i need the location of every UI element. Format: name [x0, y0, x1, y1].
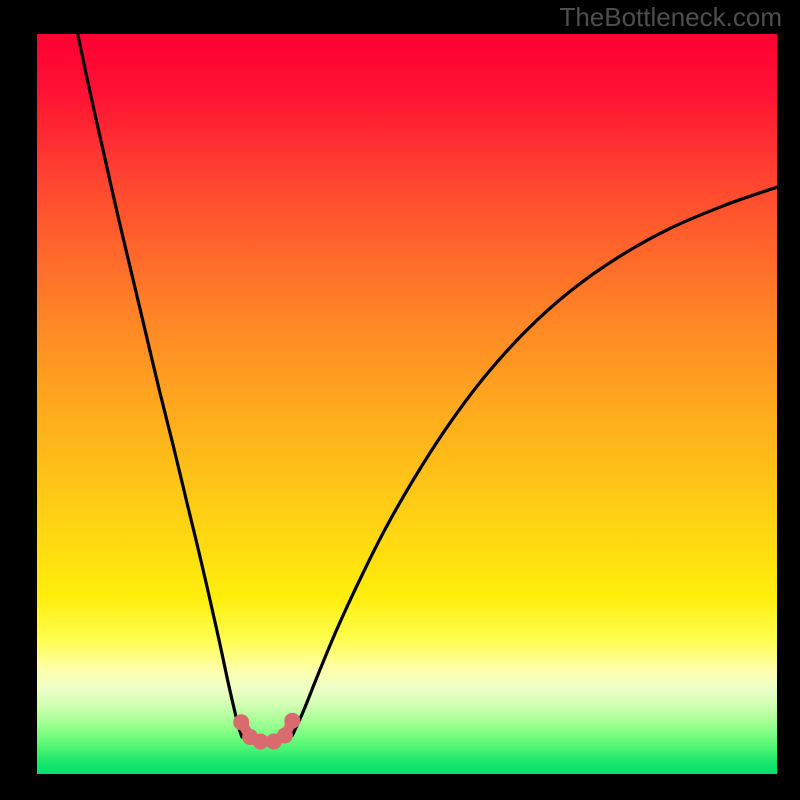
valley-marker: [233, 714, 249, 730]
valley-marker: [277, 728, 293, 744]
curve-left-branch: [78, 34, 242, 737]
plot-frame: [777, 34, 800, 774]
curve-right-branch: [292, 187, 777, 735]
valley-marker: [284, 713, 300, 729]
plot-frame: [0, 774, 800, 800]
watermark-text: TheBottleneck.com: [559, 2, 782, 33]
bottleneck-curve: [37, 34, 777, 774]
plot-area: [37, 34, 777, 774]
plot-frame: [0, 34, 37, 774]
